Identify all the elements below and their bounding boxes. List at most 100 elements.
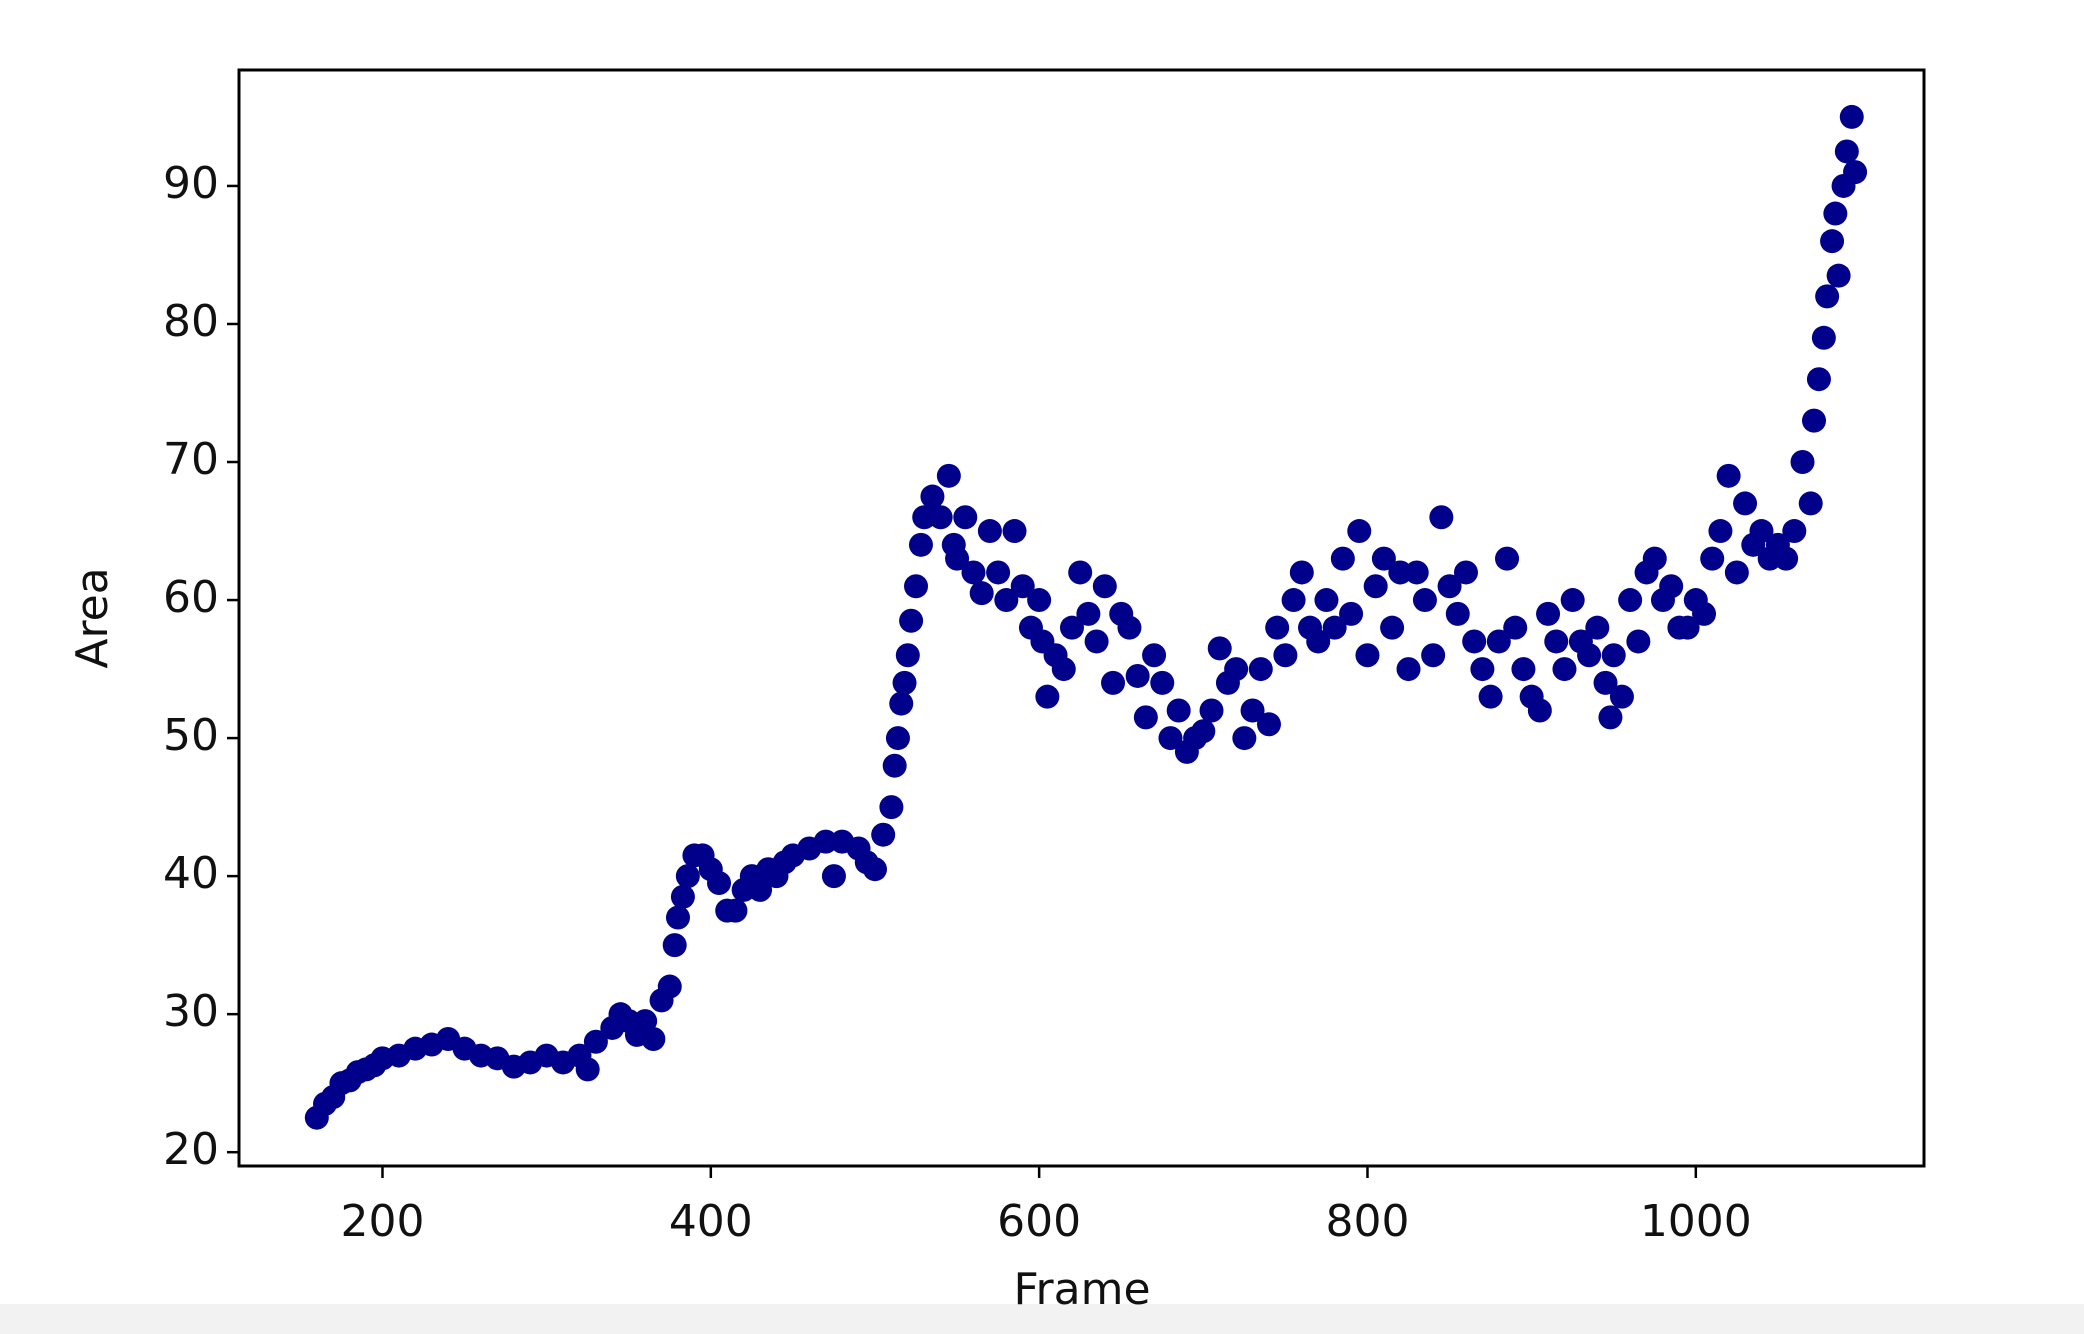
point xyxy=(1802,408,1827,433)
window-edge xyxy=(0,1304,2084,1334)
point xyxy=(1051,657,1076,682)
point xyxy=(1347,519,1372,544)
point xyxy=(1733,491,1758,516)
point xyxy=(912,505,937,530)
point xyxy=(1256,712,1281,737)
point xyxy=(1839,104,1864,129)
point xyxy=(1388,560,1413,585)
point xyxy=(1232,726,1257,751)
point xyxy=(895,643,920,668)
point xyxy=(1552,657,1577,682)
point xyxy=(953,505,978,530)
point xyxy=(1618,588,1643,613)
y-axis-label: Area xyxy=(67,567,118,668)
point xyxy=(1577,643,1602,668)
point xyxy=(657,974,682,999)
point xyxy=(1224,657,1249,682)
point xyxy=(1240,698,1265,723)
point xyxy=(1503,615,1528,640)
point xyxy=(889,691,914,716)
point xyxy=(1823,201,1848,226)
point xyxy=(1150,670,1175,695)
point xyxy=(1429,505,1454,530)
point xyxy=(908,532,933,557)
x-axis-label: Frame xyxy=(1013,1264,1150,1315)
point xyxy=(1834,139,1859,164)
point xyxy=(633,1009,658,1034)
point xyxy=(920,484,945,509)
point xyxy=(1166,698,1191,723)
point xyxy=(945,546,970,571)
point xyxy=(1084,629,1109,654)
point xyxy=(675,864,700,889)
point xyxy=(1544,629,1569,654)
point xyxy=(1380,615,1405,640)
point xyxy=(1421,643,1446,668)
point xyxy=(1355,643,1380,668)
point xyxy=(583,1029,608,1054)
y-tick-label: 40 xyxy=(163,848,219,899)
point xyxy=(1716,463,1741,488)
y-tick-label: 50 xyxy=(163,710,219,761)
point xyxy=(1527,698,1552,723)
point xyxy=(1675,615,1700,640)
point xyxy=(1724,560,1749,585)
point xyxy=(1092,574,1117,599)
point xyxy=(1820,229,1845,254)
point xyxy=(969,581,994,606)
point xyxy=(723,898,748,923)
point xyxy=(986,560,1011,585)
point xyxy=(1478,684,1503,709)
point xyxy=(1059,615,1084,640)
point xyxy=(1798,491,1823,516)
point xyxy=(1002,519,1027,544)
point xyxy=(1125,663,1150,688)
point xyxy=(1806,367,1831,392)
point xyxy=(575,1057,600,1082)
point xyxy=(1593,670,1618,695)
point xyxy=(1314,588,1339,613)
point xyxy=(977,519,1002,544)
point xyxy=(1782,519,1807,544)
point xyxy=(1700,546,1725,571)
point xyxy=(748,877,773,902)
y-tick-label: 30 xyxy=(163,986,219,1037)
point xyxy=(1659,574,1684,599)
point xyxy=(928,505,953,530)
point xyxy=(1511,657,1536,682)
point xyxy=(1708,519,1733,544)
point xyxy=(1626,629,1651,654)
point xyxy=(1068,560,1093,585)
point xyxy=(1330,546,1355,571)
y-tick-label: 20 xyxy=(163,1124,219,1175)
point xyxy=(1396,657,1421,682)
point xyxy=(1289,560,1314,585)
point xyxy=(1843,160,1868,185)
point xyxy=(1027,588,1052,613)
point xyxy=(1371,546,1396,571)
point xyxy=(1486,629,1511,654)
point xyxy=(1749,519,1774,544)
x-tick-label: 600 xyxy=(997,1196,1081,1247)
point xyxy=(1811,325,1836,350)
point xyxy=(882,753,907,778)
point xyxy=(936,463,961,488)
point xyxy=(1790,450,1815,475)
point xyxy=(1453,560,1478,585)
y-tick-label: 60 xyxy=(163,572,219,623)
x-tick-label: 800 xyxy=(1325,1196,1409,1247)
point xyxy=(1076,601,1101,626)
y-tick-label: 80 xyxy=(163,296,219,347)
point xyxy=(665,905,690,930)
point xyxy=(1495,546,1520,571)
point xyxy=(1248,657,1273,682)
point xyxy=(1815,284,1840,309)
point xyxy=(879,795,904,820)
point xyxy=(1199,698,1224,723)
point xyxy=(961,560,986,585)
point xyxy=(1462,629,1487,654)
y-tick-label: 70 xyxy=(163,434,219,485)
point xyxy=(994,588,1019,613)
point xyxy=(1536,601,1561,626)
